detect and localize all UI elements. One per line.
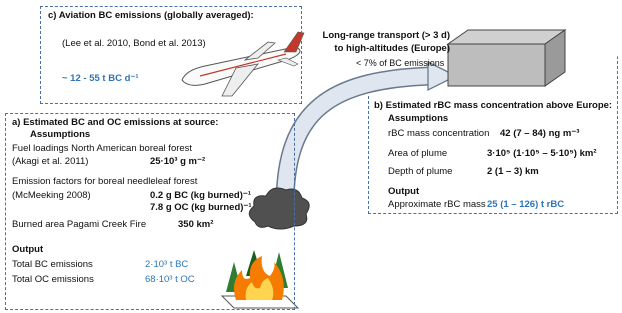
value: 68·10³ t OC (145, 274, 195, 286)
heading: Assumptions (30, 129, 90, 141)
transport-line: to high-altitudes (Europe) (334, 43, 450, 55)
label: rBC mass concentration (388, 128, 489, 140)
label: Fuel loadings North American boreal fore… (12, 143, 192, 155)
value: 7.8 g OC (kg burned)⁻¹ (150, 202, 252, 214)
label: Burned area Pagami Creek Fire (12, 219, 146, 231)
label: (McMeeking 2008) (12, 190, 91, 202)
value: 25·10³ g m⁻² (150, 156, 205, 168)
value: 2 (1 – 3) km (487, 166, 539, 178)
transport-line: < 7% of BC emissions (356, 57, 444, 69)
value: 2·10³ t BC (145, 259, 188, 271)
heading: Output (388, 186, 419, 198)
box-c-reference: (Lee et al. 2010, Bond et al. 2013) (62, 38, 206, 50)
label: Total BC emissions (12, 259, 93, 271)
box-b-left (368, 96, 378, 214)
label: (Akagi et al. 2011) (12, 156, 88, 168)
heading: Output (12, 244, 43, 256)
label: Emission factors for boreal needleleaf f… (12, 176, 197, 188)
box-c-title: c) Aviation BC emissions (globally avera… (48, 10, 254, 22)
label: Depth of plume (388, 166, 452, 178)
value: 0.2 g BC (kg burned)⁻¹ (150, 190, 251, 202)
box-b-title: b) Estimated rBC mass concentration abov… (374, 100, 612, 112)
value: 350 km² (178, 219, 213, 231)
value: 3·10⁵ (1·10⁵ – 5·10⁵) km² (487, 148, 597, 160)
box-a-title: a) Estimated BC and OC emissions at sour… (12, 117, 218, 129)
label: Approximate rBC mass (388, 199, 486, 211)
page: {"box_c": {"title": "c) Aviation BC emis… (0, 0, 622, 313)
value: 42 (7 – 84) ng m⁻³ (500, 128, 579, 140)
box-c-value: ~ 12 - 55 t BC d⁻¹ (62, 73, 139, 85)
heading: Assumptions (388, 113, 448, 125)
label: Area of plume (388, 148, 447, 160)
label: Total OC emissions (12, 274, 94, 286)
value: 25 (1 – 126) t rBC (487, 199, 564, 211)
transport-line: Long-range transport (> 3 d) (323, 30, 450, 42)
